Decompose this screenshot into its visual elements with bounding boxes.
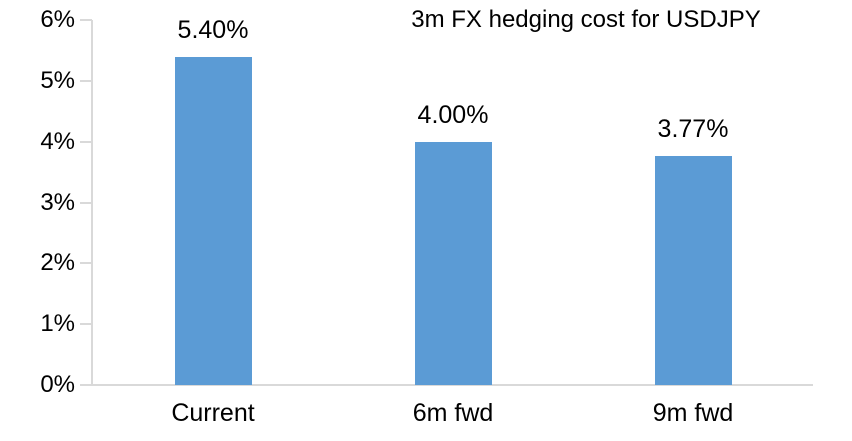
y-tick-label: 4% — [40, 127, 75, 155]
y-tick-mark — [80, 323, 92, 326]
bar-9m-fwd — [654, 155, 732, 385]
category-label: 9m fwd — [652, 399, 734, 427]
bar-value-label: 4.00% — [417, 100, 489, 129]
y-tick-label: 6% — [40, 6, 75, 33]
bar-value-label: 3.77% — [657, 114, 729, 143]
y-tick-label: 1% — [40, 310, 75, 338]
y-tick-label: 0% — [40, 371, 75, 398]
x-axis-line — [85, 384, 813, 386]
y-tick-mark — [80, 19, 92, 21]
chart-title: 3m FX hedging cost for USDJPY — [411, 6, 761, 33]
y-tick-mark — [80, 384, 92, 386]
bar-6m-fwd — [414, 141, 492, 385]
y-tick-mark — [80, 201, 92, 204]
category-label: 6m fwd — [412, 399, 494, 427]
y-tick-mark — [80, 140, 92, 143]
y-tick-label: 2% — [40, 249, 75, 277]
y-axis-line — [91, 20, 93, 385]
y-tick-mark — [80, 262, 92, 265]
bar-value-label: 5.40% — [177, 15, 249, 44]
category-label: Current — [171, 399, 255, 427]
y-tick-mark — [80, 79, 92, 82]
bar-current — [174, 56, 252, 385]
y-tick-label: 3% — [40, 188, 75, 216]
y-tick-label: 5% — [40, 66, 75, 94]
